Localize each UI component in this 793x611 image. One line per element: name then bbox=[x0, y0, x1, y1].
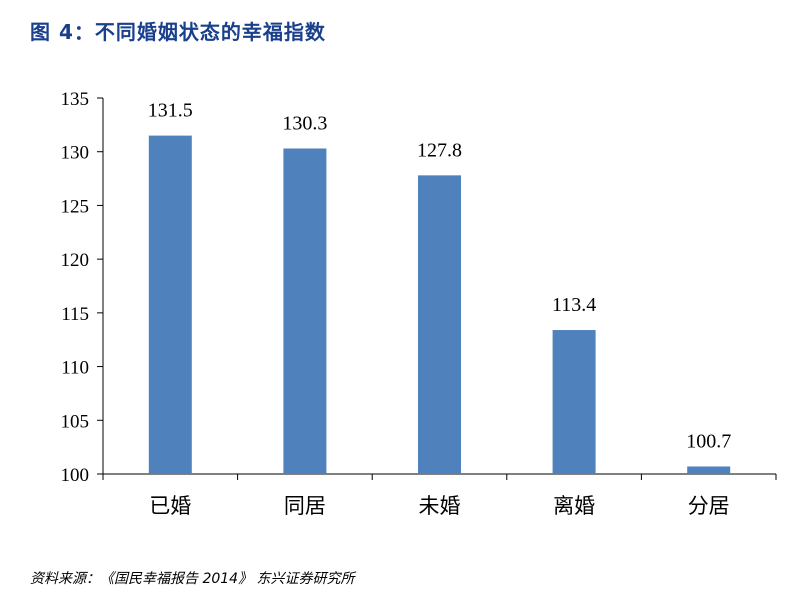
y-tick-label: 100 bbox=[61, 465, 90, 486]
x-axis bbox=[102, 473, 777, 480]
figure-title: 图 4：不同婚姻状态的幸福指数 bbox=[30, 20, 326, 44]
category-labels: 已婚 同居 未婚 离婚 分居 bbox=[149, 494, 729, 518]
data-label: 100.7 bbox=[686, 430, 731, 452]
data-label: 131.5 bbox=[148, 100, 193, 122]
category-label: 同居 bbox=[284, 494, 326, 518]
category-label: 已婚 bbox=[149, 494, 191, 518]
data-labels: 131.5 130.3 127.8 113.4 100.7 bbox=[148, 100, 731, 453]
bar-chart: 100 105 110 115 120 125 130 135 131.5 130.3 127.8… bbox=[61, 89, 777, 518]
bar-5 bbox=[687, 466, 731, 474]
bars bbox=[148, 135, 731, 474]
x-ticks bbox=[102, 474, 777, 480]
y-tick-label: 115 bbox=[61, 304, 89, 325]
bar-2 bbox=[283, 148, 327, 474]
y-tick-label: 120 bbox=[61, 250, 90, 271]
bar-1 bbox=[148, 135, 192, 474]
y-axis: 100 105 110 115 120 125 130 135 bbox=[61, 89, 104, 486]
bar-4 bbox=[552, 330, 596, 474]
data-label: 113.4 bbox=[552, 294, 596, 316]
y-tick-label: 110 bbox=[61, 358, 89, 379]
category-label: 分居 bbox=[688, 494, 730, 518]
y-ticks: 100 105 110 115 120 125 130 135 bbox=[61, 89, 103, 486]
bar-3 bbox=[418, 175, 461, 474]
y-tick-label: 105 bbox=[61, 411, 90, 432]
y-tick-label: 125 bbox=[61, 196, 90, 217]
category-label: 离婚 bbox=[553, 494, 595, 518]
data-label: 130.3 bbox=[282, 112, 327, 134]
y-tick-label: 135 bbox=[61, 89, 90, 110]
source-note: 资料来源：《国民幸福报告 2014》 东兴证券研究所 bbox=[30, 571, 355, 587]
data-label: 127.8 bbox=[417, 139, 462, 161]
y-tick-label: 130 bbox=[61, 143, 90, 164]
category-label: 未婚 bbox=[419, 494, 461, 518]
